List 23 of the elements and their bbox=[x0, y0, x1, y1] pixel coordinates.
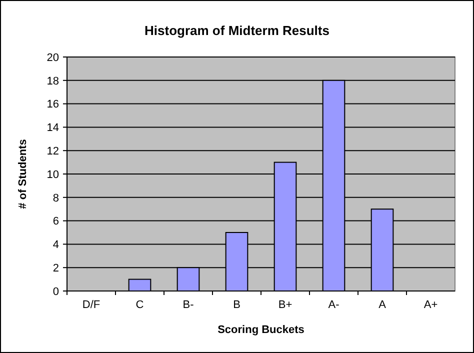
x-tick-label: A- bbox=[328, 299, 340, 311]
x-tick-label: C bbox=[136, 299, 144, 311]
y-tick-label: 14 bbox=[46, 122, 59, 134]
y-axis-title: # of Students bbox=[17, 139, 29, 209]
y-tick-label: 6 bbox=[52, 216, 59, 228]
x-axis-title: Scoring Buckets bbox=[218, 324, 304, 336]
y-tick-label: 16 bbox=[46, 98, 59, 111]
y-tick-label: 10 bbox=[46, 168, 59, 181]
y-tick-label: 12 bbox=[46, 145, 59, 158]
x-tick-label: A bbox=[378, 299, 387, 311]
x-tick-label: A+ bbox=[424, 299, 438, 311]
bar bbox=[128, 278, 152, 292]
y-tick-label: 8 bbox=[52, 192, 59, 204]
x-tick-label: B bbox=[233, 299, 240, 311]
chart-title: Histogram of Midterm Results bbox=[144, 23, 330, 38]
y-tick-label: 4 bbox=[52, 239, 59, 252]
y-tick-label: 18 bbox=[46, 75, 59, 88]
x-tick-label: B- bbox=[182, 299, 194, 311]
y-tick-label: 2 bbox=[52, 262, 59, 274]
y-tick-label: 20 bbox=[46, 52, 59, 64]
x-tick-label: B+ bbox=[278, 299, 292, 311]
x-tick-label: D/F bbox=[82, 299, 100, 311]
y-tick-label: 0 bbox=[52, 286, 59, 298]
